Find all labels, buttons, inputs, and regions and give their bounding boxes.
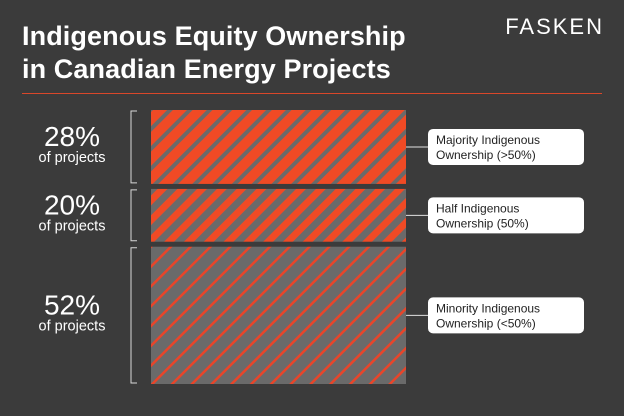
bar-minority bbox=[151, 246, 406, 384]
bracket-majority bbox=[130, 110, 137, 184]
category-box-minority bbox=[428, 297, 584, 334]
value-sublabel-half: of projects bbox=[39, 218, 106, 234]
title-line-1: Indigenous Equity Ownership bbox=[22, 21, 406, 51]
value-label-majority: 28% bbox=[44, 121, 100, 152]
title-divider bbox=[22, 93, 602, 94]
page-title: Indigenous Equity Ownership in Canadian … bbox=[22, 20, 442, 86]
bracket-half bbox=[130, 189, 137, 242]
value-sublabel-minority: of projects bbox=[39, 318, 106, 334]
category-label-majority-line-1: Majority Indigenous bbox=[436, 133, 540, 147]
category-label-minority-line-1: Minority Indigenous bbox=[436, 301, 540, 315]
value-label-minority: 52% bbox=[44, 289, 100, 320]
value-label-half: 20% bbox=[44, 189, 100, 220]
brand-logo: FASKEN bbox=[505, 14, 604, 39]
category-box-half bbox=[428, 197, 584, 234]
title-line-2: in Canadian Energy Projects bbox=[22, 54, 391, 84]
category-box-majority bbox=[428, 128, 584, 165]
bar-majority bbox=[151, 110, 406, 184]
bar-half bbox=[151, 188, 406, 242]
category-label-half-line-2: Ownership (50%) bbox=[436, 216, 529, 230]
category-label-half-line-1: Half Indigenous bbox=[436, 201, 519, 215]
bracket-minority bbox=[130, 247, 137, 384]
value-sublabel-majority: of projects bbox=[39, 150, 106, 166]
category-label-minority-line-2: Ownership (<50%) bbox=[436, 316, 536, 330]
category-label-majority-line-2: Ownership (>50%) bbox=[436, 148, 536, 162]
